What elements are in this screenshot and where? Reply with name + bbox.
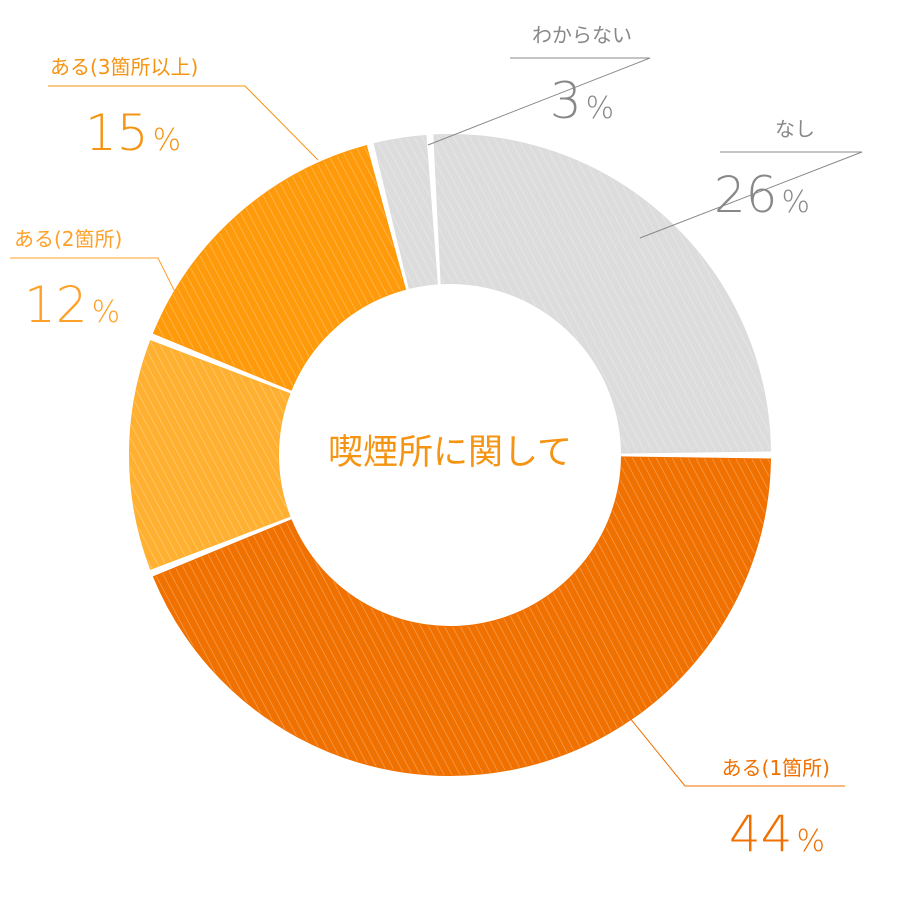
slice-value: 3% — [550, 72, 614, 130]
slice-3 — [152, 144, 407, 391]
slice-value: 15% — [85, 104, 181, 162]
slice-label: ある(1箇所) — [722, 756, 830, 780]
slice-hatch — [154, 146, 405, 390]
slice-5 — [433, 134, 771, 454]
slice-hatch — [154, 457, 770, 775]
leader-line — [427, 57, 651, 146]
slice-value: 26% — [714, 166, 810, 224]
slice-value: 44% — [729, 805, 825, 863]
leader-line — [10, 257, 191, 323]
leader-line — [48, 85, 319, 161]
center-label: 喫煙所に関して — [328, 433, 572, 473]
slice-1 — [152, 456, 771, 776]
leader-line — [624, 711, 845, 787]
leader-line — [639, 151, 863, 239]
slice-label: わからない — [532, 23, 632, 47]
slice-2 — [129, 340, 291, 570]
slice-label: なし — [775, 117, 815, 141]
slice-label: ある(2箇所) — [14, 227, 122, 251]
slice-4 — [373, 134, 438, 290]
slice-value: 12% — [24, 276, 120, 334]
slice-hatch — [129, 341, 290, 569]
slice-hatch — [374, 135, 437, 288]
slice-hatch — [434, 135, 770, 453]
slice-label: ある(3箇所以上) — [50, 55, 198, 79]
